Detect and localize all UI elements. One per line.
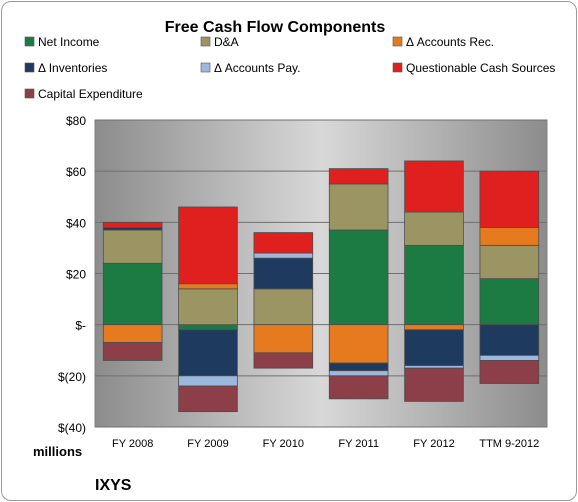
legend-swatch bbox=[392, 62, 403, 73]
bar-segment bbox=[328, 324, 389, 364]
chart-title: Free Cash Flow Components bbox=[165, 19, 386, 36]
legend-label: Capital Expenditure bbox=[38, 87, 143, 101]
bar-segment bbox=[479, 244, 540, 280]
company-label: IXYS bbox=[95, 477, 132, 494]
legend-label: Δ Inventories bbox=[38, 61, 107, 75]
legend-swatch bbox=[200, 62, 211, 73]
bar-segment bbox=[178, 283, 238, 290]
y-axis-ticks: $80 $60 $40 $20 $- $(20) $(40) bbox=[58, 114, 86, 435]
x-tick-label: FY 2009 bbox=[187, 438, 228, 450]
x-tick-label: FY 2008 bbox=[112, 438, 153, 450]
legend-swatch bbox=[24, 88, 35, 99]
bar-segment bbox=[253, 232, 314, 254]
bar-segment bbox=[404, 211, 464, 246]
bar-segment bbox=[253, 352, 314, 369]
bar-segment bbox=[328, 375, 389, 400]
legend-label: D&A bbox=[214, 35, 239, 49]
x-tick-label: TTM 9-2012 bbox=[479, 438, 539, 450]
y-tick-label: $40 bbox=[66, 216, 86, 230]
bars bbox=[102, 160, 540, 413]
bar-segment bbox=[178, 206, 238, 285]
gridlines bbox=[95, 119, 547, 428]
bar-segment bbox=[404, 244, 464, 326]
bar-segment bbox=[102, 324, 163, 343]
bar-segment bbox=[253, 252, 314, 259]
bar-segment bbox=[479, 360, 540, 384]
bar-segment bbox=[253, 288, 314, 326]
bar-segment bbox=[102, 229, 163, 264]
legend-swatch bbox=[24, 36, 35, 47]
bar-segment bbox=[178, 324, 238, 331]
y-tick-label: $60 bbox=[66, 165, 86, 179]
y-tick-label: $- bbox=[75, 319, 86, 333]
legend-swatch bbox=[24, 62, 35, 73]
bar-segment bbox=[102, 221, 163, 228]
legend-label: Net Income bbox=[38, 35, 100, 49]
y-tick-label: $(20) bbox=[58, 370, 86, 384]
bar-segment bbox=[178, 329, 238, 377]
legend-label: Questionable Cash Sources bbox=[406, 61, 555, 75]
bar-segment bbox=[178, 385, 238, 413]
unit-label: millions bbox=[33, 444, 82, 459]
bar-segment bbox=[102, 342, 163, 361]
legend: Net Income D&A Δ Accounts Rec. Δ Inventorie… bbox=[24, 35, 555, 101]
bar-segment bbox=[253, 257, 314, 290]
legend-swatch bbox=[392, 36, 403, 47]
legend-label: Δ Accounts Pay. bbox=[214, 61, 301, 75]
x-axis-ticks: FY 2008 FY 2009 FY 2010 FY 2011 FY 2012 TTM 9… bbox=[112, 438, 539, 450]
bar-segment bbox=[404, 329, 464, 366]
legend-label: Δ Accounts Rec. bbox=[406, 35, 494, 49]
bar-segment bbox=[328, 183, 389, 231]
x-tick-label: FY 2011 bbox=[338, 438, 379, 450]
bar-segment bbox=[328, 229, 389, 326]
y-tick-label: $(40) bbox=[58, 421, 86, 435]
y-tick-label: $80 bbox=[66, 114, 86, 128]
bar-segment bbox=[102, 262, 163, 326]
bar-segment bbox=[328, 362, 389, 372]
bar-segment bbox=[479, 227, 540, 246]
bar-segment bbox=[178, 375, 238, 387]
bar-segment bbox=[328, 370, 389, 377]
bar-segment bbox=[404, 367, 464, 402]
bar-segment bbox=[404, 324, 464, 331]
bar-segment bbox=[253, 324, 314, 354]
bar-segment bbox=[328, 168, 389, 185]
bar-segment bbox=[404, 160, 464, 213]
legend-swatch bbox=[200, 36, 211, 47]
x-tick-label: FY 2010 bbox=[263, 438, 304, 450]
bar-segment bbox=[479, 324, 540, 356]
bar-segment bbox=[479, 354, 540, 361]
bar-segment bbox=[479, 278, 540, 326]
bar-segment bbox=[479, 170, 540, 228]
x-tick-label: FY 2012 bbox=[413, 438, 454, 450]
bar-segment bbox=[178, 288, 238, 326]
y-tick-label: $20 bbox=[66, 268, 86, 282]
